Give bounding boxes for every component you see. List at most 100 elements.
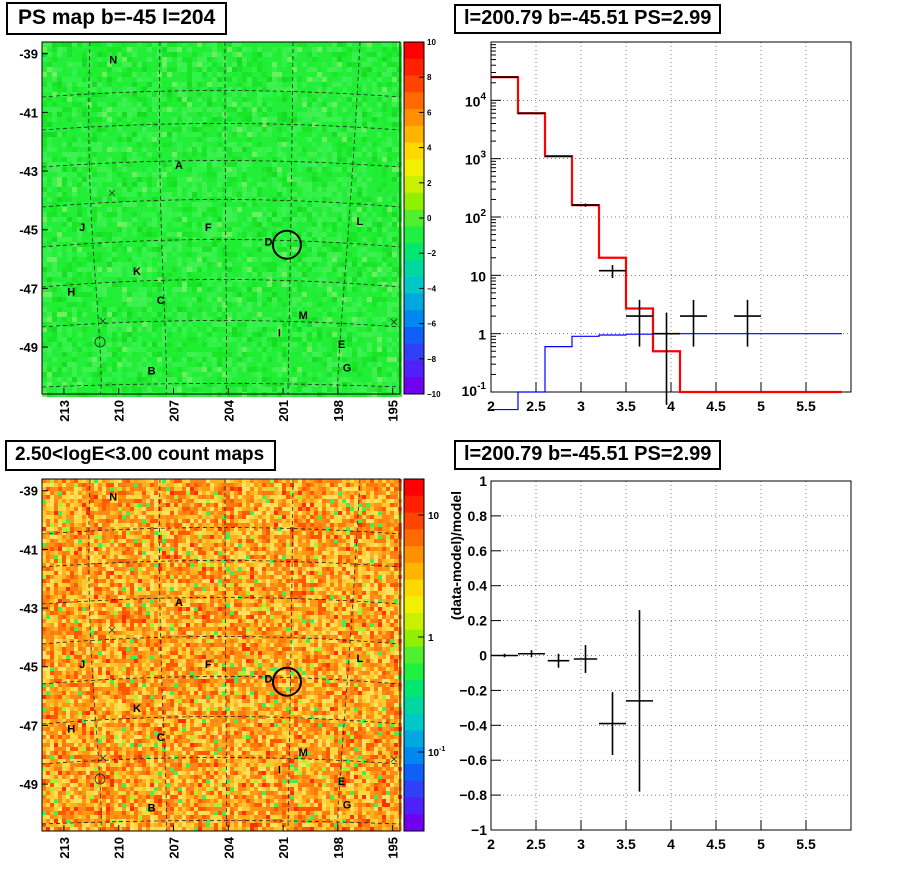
y-tick-label: 0.8 [468, 508, 488, 524]
region-label-f: F [205, 659, 212, 671]
colorbar-frame [403, 478, 425, 832]
colorbar-segment [404, 713, 424, 731]
map-marker [99, 754, 107, 762]
y-tick-label: -41 [19, 542, 38, 557]
spectrum-data-point [518, 112, 545, 115]
region-label-e: E [338, 339, 345, 351]
region-label-d: D [265, 673, 273, 685]
colorbar-segment [404, 747, 424, 765]
region-label-m: M [299, 747, 308, 759]
source-circle [271, 666, 302, 697]
map-grid-meridian [337, 41, 361, 395]
map-grid-meridian [337, 478, 361, 832]
colorbar-label: 10-1 [428, 746, 445, 759]
region-label-b: B [148, 366, 156, 378]
region-label-h: H [67, 286, 75, 298]
colorbar-segment [404, 176, 424, 194]
colorbar-segment [404, 58, 424, 77]
colorbar-segment [404, 797, 424, 815]
colorbar-segment [404, 495, 424, 514]
colorbar [404, 42, 424, 395]
count-map-plot: N A L J F D K H C M I EG B -39 -41 -43 -45 -47 -49 213 210 20… [19, 478, 445, 859]
colorbar-segment [404, 562, 424, 581]
colorbar-segment [404, 209, 424, 227]
colorbar-label: 8 [427, 73, 432, 82]
spectrum-data-point [680, 299, 707, 347]
map-grid-meridian [287, 478, 294, 832]
map-grid-parallel [41, 597, 401, 605]
map-grid-parallel [41, 90, 401, 98]
map-grid-meridian [287, 41, 294, 395]
colorbar-segment [404, 579, 424, 597]
map-grid-meridian [88, 478, 102, 832]
colorbar-segment [404, 377, 424, 395]
colorbar [404, 479, 424, 832]
y-tick-label: −0.6 [459, 752, 487, 768]
colorbar-segment [404, 680, 424, 698]
x-tick-label: 4.5 [706, 836, 726, 852]
x-tick-label: 5 [757, 836, 765, 852]
spectrum-plot: 2 2.5 3 3.5 4 4.5 5 5.5 10-1 1 10 102 103 104 [462, 41, 852, 414]
y-tick-label: -41 [19, 105, 38, 120]
spectrum-data-point [491, 76, 518, 78]
colorbar-segment [404, 293, 424, 311]
colorbar-label: 1 [428, 633, 434, 644]
map-grid-parallel [41, 757, 401, 765]
colorbar-segment [404, 360, 424, 378]
colorbar-label: 10 [428, 511, 440, 522]
colorbar-segment [404, 75, 424, 93]
map-grid-parallel [41, 123, 401, 131]
y-tick-label: −0.8 [459, 787, 487, 803]
map-grid-parallel [41, 676, 401, 685]
x-tick-label: 3 [577, 836, 585, 852]
map-grid-meridian [88, 41, 102, 395]
colorbar-segment [404, 663, 424, 681]
colorbar-segment [404, 730, 424, 748]
spectrum-panel: 2 2.5 3 3.5 4 4.5 5 5.5 10-1 1 10 102 103 104 l=200.7… [449, 0, 898, 437]
spectrum-step-background [491, 333, 842, 411]
region-label-k: K [133, 266, 141, 278]
count-map-panel: N A L J F D K H C M I E G B -39 -41 -43 -45 -47 -49 213 210 20… [0, 437, 449, 875]
region-label-m: M [299, 310, 308, 322]
colorbar-segment [404, 613, 424, 631]
colorbar-label: 4 [427, 144, 432, 153]
map-grid-meridian [224, 478, 227, 832]
colorbar-segment [404, 596, 424, 614]
x-tick-label: 2.5 [526, 836, 546, 852]
region-label-d: D [265, 236, 273, 248]
x-tick-label: 3.5 [616, 398, 636, 414]
colorbar-label: 6 [427, 108, 432, 117]
x-tick-label: 5.5 [796, 836, 816, 852]
y-tick-label: 1 [478, 327, 486, 343]
x-tick-label: 3 [577, 398, 585, 414]
x-tick-label: 5 [757, 398, 765, 414]
x-tick-label: 201 [276, 400, 291, 422]
ps-map-panel: N A L J F D K H C M I E G B -39 -41 -43 -45 -47 -49 213 210 20… [0, 0, 449, 437]
x-tick-label: 213 [57, 400, 72, 422]
colorbar-label: −2 [427, 249, 437, 258]
x-tick-label: 210 [112, 837, 127, 859]
x-tick-label: 195 [386, 400, 401, 422]
map-grid-meridian [159, 478, 167, 832]
y-tick-label: 0 [479, 648, 487, 664]
y-tick-label: -47 [19, 281, 38, 296]
region-label-j: J [79, 222, 85, 234]
colorbar-label: 2 [427, 179, 432, 188]
y-tick-label: 10 [470, 268, 486, 284]
y-tick-label: 0.4 [468, 578, 488, 594]
map-grid-parallel [41, 160, 401, 168]
residual-data-point [599, 692, 626, 755]
map-marker [108, 189, 116, 197]
y-tick-label: -43 [19, 164, 38, 179]
residual-plot: 2 2.5 3 3.5 4 4.5 5 5.5 1 0.8 0.6 0.4 0.2 0 −0.2 −0.4 −0… [449, 473, 852, 852]
x-tick-label: 198 [331, 400, 346, 422]
colorbar-segment [404, 479, 424, 497]
spectrum-data-point [653, 312, 680, 405]
colorbar-label: −10 [427, 390, 441, 399]
y-tick-label: -49 [19, 777, 38, 792]
map-marker [108, 626, 116, 634]
residual-data-point [573, 645, 598, 673]
map-grid-parallel [41, 239, 401, 248]
region-label-i: I [278, 764, 281, 776]
